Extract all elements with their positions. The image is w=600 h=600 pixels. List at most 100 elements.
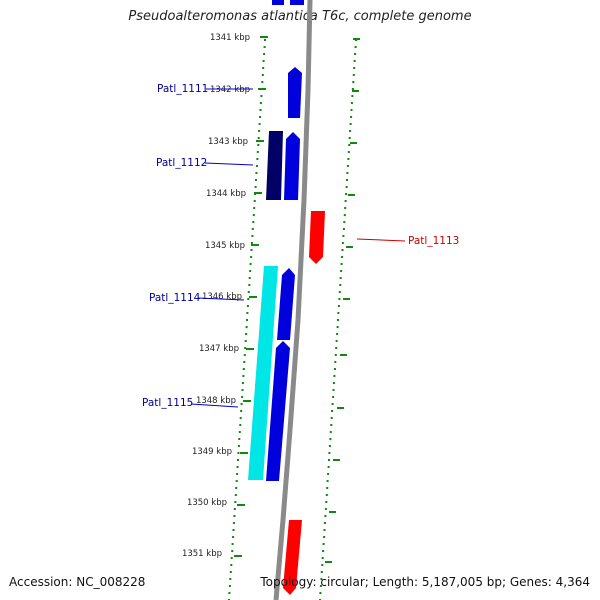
right-guide-dot [351,88,354,90]
left-guide-dot [229,578,232,580]
gene-label-patl-1115[interactable]: Patl_1115 [142,397,193,409]
right-guide-dot [350,109,353,111]
scale-label-1349: 1349 kbp [192,447,232,457]
right-guide-dot [326,480,329,482]
leader-patl-1114 [197,297,245,301]
gene-bottom-reverse [283,520,302,595]
left-guide-dot [237,459,239,461]
left-guide-dot [241,389,244,391]
gene-label-patl-1114[interactable]: Patl_1114 [149,292,201,304]
left-guide-dot [255,179,257,181]
right-guide-dot [353,67,356,69]
leader-patl-1115 [190,403,239,408]
left-guide-dot [262,60,265,62]
right-guide-dot [347,151,350,153]
right-guide-dot [325,501,328,503]
left-guide-dot [261,74,264,76]
gene-label-patl-1111[interactable]: Patl_1111 [157,83,208,95]
left-guide-dot [252,221,255,223]
right-guide-dot [338,291,341,293]
right-guide-dot [331,410,334,412]
right-guide-dot [322,550,325,552]
gene-patl-1112 [284,132,300,200]
left-guide-dot [246,305,249,307]
left-guide-dot [238,438,241,440]
right-guide-dot [350,116,353,118]
scale-label-1344: 1344 kbp [206,189,246,199]
gene-label-patl-1112[interactable]: Patl_1112 [156,157,207,169]
gene-top-right [290,0,304,5]
right-guide-dot [320,578,323,580]
right-guide-dot [352,74,355,76]
left-guide-dot [239,417,242,419]
right-guide-dot [337,319,339,321]
right-guide-dot [346,165,349,167]
scale-label-1348: 1348 kbp [196,396,236,406]
left-guide-dot [230,564,233,566]
right-guide-dot [328,445,331,447]
left-guide-dot [250,242,253,244]
left-guide-dot [263,53,266,55]
right-guide-dot [320,571,323,573]
right-guide-dot [341,249,344,251]
left-guide-dot [231,550,234,552]
left-guide-dot [253,207,256,209]
right-guide-dot [322,543,325,545]
right-guide-dot [337,305,340,307]
left-guide-dot [251,228,254,230]
left-guide-dot [255,172,258,174]
gene-label-patl-1113[interactable]: Patl_1113 [408,235,459,247]
right-guide-dot [334,361,337,363]
scale-label-1350: 1350 kbp [187,498,227,508]
right-guide-dot [343,221,346,223]
gene-patl-1114 [277,268,295,340]
gene-patl-1113 [309,211,325,264]
left-guide-dot [257,137,260,139]
right-guide-dot [354,53,357,55]
right-guide-dot [335,340,338,342]
left-guide-dot [232,536,235,538]
right-guide-dot [323,529,326,531]
right-guide-dot [335,347,338,349]
scale-label-1341: 1341 kbp [210,33,250,43]
left-guide-dot [250,249,253,251]
scale-label-1342: 1342 kbp [210,85,250,95]
right-guide-dot [324,508,327,510]
left-guide-dot [236,466,239,468]
right-guide-dot [333,368,336,370]
gene-patl-1115 [266,341,290,481]
right-guide-dot [348,144,351,146]
gene-patl-1114-cyan [248,266,278,480]
leader-patl-1112 [204,162,254,166]
right-guide-dot [340,263,343,265]
left-guide-dot [259,109,262,111]
right-guide-dot [347,158,350,160]
right-guide-dot [328,459,330,461]
right-guide-dot [327,466,330,468]
left-guide-dot [262,67,265,69]
leader-patl-1113 [356,238,406,242]
left-guide-dot [261,81,264,83]
right-guide-dot [327,473,330,475]
gene-patl-1112-dark [266,131,283,200]
right-guide-dot [330,417,333,419]
right-guide-dot [321,564,324,566]
left-guide-dot [248,284,251,286]
left-guide-dot [245,326,248,328]
gene-top-left [272,0,284,5]
genome-backbone [273,0,313,600]
left-guide-dot [234,501,237,503]
scale-label-1351: 1351 kbp [182,549,222,559]
left-guide-dot [244,340,247,342]
left-guide-dot [250,256,253,258]
scale-label-1343: 1343 kbp [208,137,248,147]
right-guide-dot [354,46,357,48]
right-guide-dot [323,522,326,524]
right-guide-dot [334,354,337,356]
scale-ticks-right [325,38,360,563]
right-guide-dot [330,424,333,426]
left-guide-dot [240,410,243,412]
left-guide-dot [241,382,244,384]
